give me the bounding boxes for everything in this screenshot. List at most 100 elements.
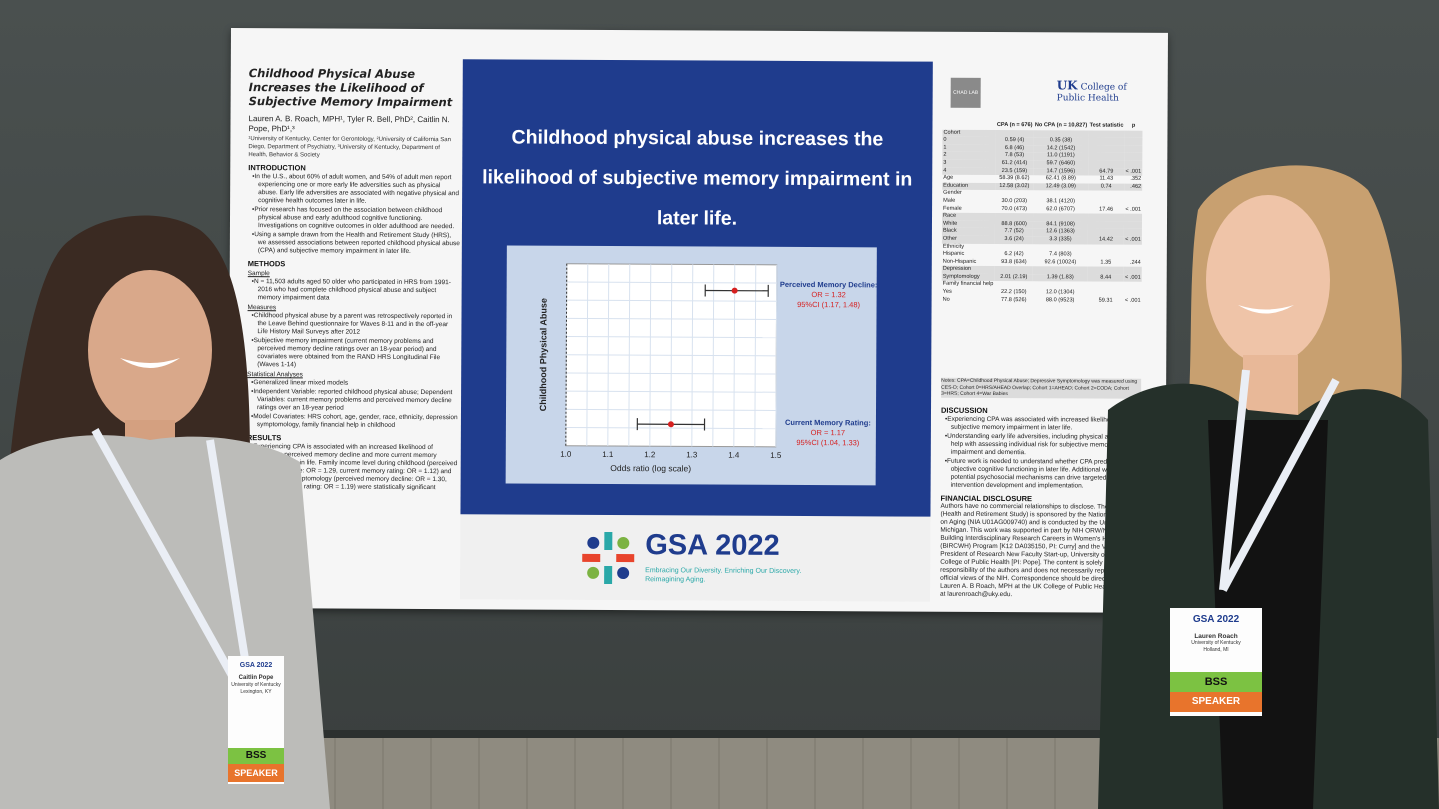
x-tick-label: 1.1 (602, 450, 614, 459)
conference-tagline: Embracing Our Diversity. Enriching Our D… (645, 566, 801, 585)
badge-tag2: SPEAKER (228, 764, 284, 782)
poster-title: Childhood Physical Abuse Increases the L… (248, 66, 453, 110)
grid-line (566, 408, 777, 411)
x-tick-label: 1.5 (770, 451, 782, 460)
grid-line (565, 427, 776, 430)
odds-ratio-point (667, 421, 674, 428)
poster-center-panel: Childhood physical abuse increases the l… (460, 59, 933, 602)
badge-left: GSA 2022 Caitlin Pope University of Kent… (228, 656, 284, 784)
grid-line (566, 336, 777, 339)
table-header: Test statistic (1089, 122, 1124, 129)
table-cell: 7.8 (53) (995, 152, 1034, 161)
table-cell (1124, 130, 1143, 138)
table-cell: 7.7 (52) (995, 228, 1034, 237)
table-cell (995, 213, 1034, 221)
table-header: No CPA (n = 10,827) (1034, 122, 1088, 129)
person-left-face (88, 270, 212, 430)
table-cell: 77.8 (526) (1000, 296, 1027, 303)
badge-name: Caitlin Pope (238, 675, 274, 681)
badge-city: Holland, MI (1203, 647, 1229, 653)
table-cell (1124, 137, 1143, 146)
badge-conference: GSA 2022 (1192, 614, 1240, 625)
forest-plot: 1.0 1.1 1.2 1.3 1.4 1.5 Odds ratio (log scale)… (538, 263, 877, 473)
x-tick-label: 1.2 (644, 450, 656, 459)
uk-logo-icon: UK (1056, 78, 1078, 93)
table-cell: Cohort (942, 129, 996, 138)
headline-panel: Childhood physical abuse increases the l… (460, 59, 933, 517)
x-tick-label: 1.0 (560, 450, 572, 459)
table-cell: Yes (942, 288, 952, 295)
forest-plot-frame: 1.0 1.1 1.2 1.3 1.4 1.5 Odds ratio (log scale)… (505, 245, 877, 486)
table-cell (995, 129, 1034, 138)
table-cell: 88.0 (9523) (1045, 296, 1075, 304)
table-cell (995, 281, 1033, 289)
badge-org: University of Kentucky (1191, 640, 1241, 646)
grid-line (566, 354, 777, 357)
odds-ratio-point (731, 287, 738, 294)
grid-line (566, 299, 777, 302)
series-ci-value: 95%CI (1.04, 1.33) (796, 438, 860, 447)
table-cell: 0.59 (4) (995, 137, 1034, 145)
table-cell: Gender (943, 190, 962, 197)
poster-authors: Lauren A. B. Roach, MPH¹, Tyler R. Bell,… (248, 114, 450, 134)
badge-tag1: BSS (228, 748, 284, 764)
table-cell: 93.8 (634) (1001, 258, 1027, 265)
table-header: CPA (n = 676) (996, 122, 1033, 129)
table-cell: 70.0 (473) (1001, 205, 1027, 212)
person-right (1098, 165, 1439, 809)
poster-affiliations: ¹University of Kentucky, Center for Gero… (248, 136, 451, 159)
badge-name: Lauren Roach (1194, 633, 1238, 640)
badge-org: University of Kentucky (231, 682, 281, 688)
conference-tagline-line: Reimagining Aging. (645, 576, 706, 584)
table-cell: Male (943, 197, 956, 204)
table-cell: Depression (941, 266, 995, 274)
table-cell: 61.2 (414) (995, 159, 1034, 168)
table-cell: 88.8 (600) (995, 220, 1034, 229)
grid-line (566, 390, 777, 393)
x-tick-label: 1.3 (686, 450, 698, 459)
badge-right: GSA 2022 Lauren Roach University of Kent… (1170, 608, 1262, 716)
person-right-face (1206, 195, 1330, 365)
table-cell: Black (941, 228, 996, 236)
table-header: p (1131, 122, 1136, 129)
badge-tag1: BSS (1170, 672, 1262, 692)
table-cell: Hispanic (942, 250, 965, 257)
series-or-value: OR = 1.17 (811, 428, 845, 437)
table-cell: 6.8 (46) (995, 144, 1034, 153)
table-cell: 22.2 (150) (1001, 289, 1027, 296)
table-cell: 3.6 (24) (995, 235, 1034, 244)
table-cell: Age (943, 174, 954, 181)
table-cell (994, 266, 1033, 275)
table-cell: Race (942, 212, 996, 221)
x-tick-label: 1.4 (728, 451, 740, 460)
y-axis-label: Childhood Physical Abuse (538, 298, 549, 411)
conference-name: GSA 2022 (645, 529, 780, 562)
table-cell (1088, 137, 1125, 146)
badge-tag2: SPEAKER (1170, 692, 1262, 712)
table-cell: 23.5 (159) (995, 167, 1034, 176)
grid-line (566, 372, 777, 375)
table-cell (995, 244, 1033, 252)
grid-line (566, 317, 777, 320)
badge-city: Lexington, KY (240, 689, 272, 695)
research-poster: Childhood Physical Abuse Increases the L… (227, 28, 1168, 613)
series-ci-value: 95%CI (1.17, 1.48) (797, 300, 861, 309)
x-axis-label: Odds ratio (log scale) (610, 463, 691, 473)
table-cell (995, 190, 1033, 198)
table-cell: 2.01 (2.19) (994, 273, 1033, 282)
grid-line (566, 281, 777, 284)
series-label-title: Current Memory Rating: (785, 418, 871, 427)
poster-headline: Childhood physical abuse increases the l… (482, 126, 913, 230)
series-or-value: OR = 1.32 (811, 290, 845, 299)
table-cell: 30.0 (203) (1001, 197, 1028, 205)
table-cell: 6.2 (42) (1004, 251, 1024, 258)
gsa-logo-icon (582, 531, 635, 585)
uk-college-logo: UK College of Public Health (1056, 78, 1147, 104)
chad-lab-logo: CHAD LAB (950, 77, 981, 108)
table-cell: Other (941, 235, 996, 244)
series-label-title: Perceived Memory Decline: (780, 280, 877, 290)
table-cell: No (942, 296, 950, 303)
table-cell: 58.39 (8.62) (999, 175, 1030, 182)
badge-conference: GSA 2022 (239, 662, 273, 669)
table-cell: 12.58 (3.02) (995, 182, 1034, 191)
